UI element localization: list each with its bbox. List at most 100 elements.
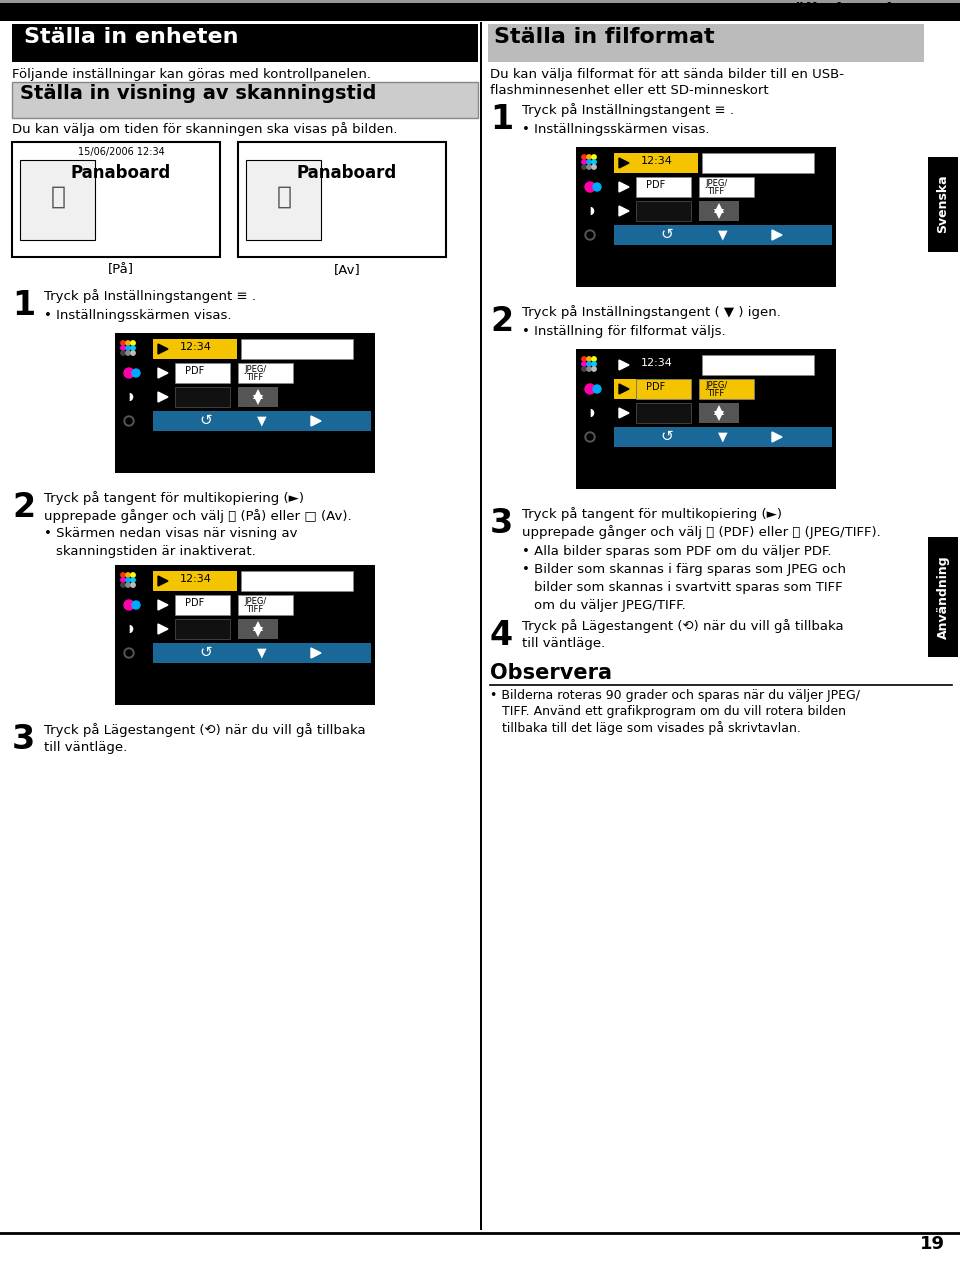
Circle shape bbox=[585, 384, 595, 394]
Circle shape bbox=[121, 573, 125, 577]
Text: 1: 1 bbox=[490, 104, 514, 136]
Polygon shape bbox=[619, 384, 629, 394]
Bar bbox=[702, 355, 814, 375]
Text: JPEG/: JPEG/ bbox=[244, 597, 266, 606]
Text: [Av]: [Av] bbox=[334, 263, 360, 277]
Bar bbox=[175, 595, 230, 615]
Bar bbox=[175, 362, 230, 383]
Text: Svenska: Svenska bbox=[937, 174, 949, 234]
Bar bbox=[241, 571, 353, 591]
Bar bbox=[175, 338, 235, 359]
Circle shape bbox=[582, 164, 587, 169]
Circle shape bbox=[121, 346, 125, 350]
Bar bbox=[175, 386, 230, 407]
Text: upprepade gånger och välj ⎙ (På) eller □ (Av).: upprepade gånger och välj ⎙ (På) eller □… bbox=[44, 509, 351, 523]
Text: om du väljer JPEG/TIFF.: om du väljer JPEG/TIFF. bbox=[534, 599, 685, 613]
Text: Panaboard: Panaboard bbox=[297, 164, 397, 182]
Wedge shape bbox=[124, 624, 129, 634]
Bar bbox=[115, 565, 375, 705]
Text: ▼: ▼ bbox=[718, 229, 728, 241]
Circle shape bbox=[121, 341, 125, 345]
Circle shape bbox=[126, 418, 132, 424]
Bar bbox=[699, 379, 754, 399]
Polygon shape bbox=[619, 158, 629, 168]
Text: TIFF: TIFF bbox=[246, 605, 263, 614]
Circle shape bbox=[591, 366, 596, 371]
Text: TIFF: TIFF bbox=[707, 389, 724, 398]
Circle shape bbox=[126, 650, 132, 655]
Polygon shape bbox=[253, 626, 263, 637]
Polygon shape bbox=[619, 206, 629, 216]
Text: 👤: 👤 bbox=[51, 184, 65, 208]
Circle shape bbox=[585, 182, 595, 192]
Bar bbox=[0, 0, 960, 3]
Text: upprepade gånger och välj ⎙ (PDF) eller ⎙ (JPEG/TIFF).: upprepade gånger och välj ⎙ (PDF) eller … bbox=[522, 525, 880, 539]
Text: 1: 1 bbox=[12, 289, 36, 322]
Circle shape bbox=[121, 582, 125, 587]
Bar bbox=[153, 571, 237, 591]
Text: skanningstiden är inaktiverat.: skanningstiden är inaktiverat. bbox=[56, 546, 255, 558]
Circle shape bbox=[591, 361, 596, 366]
Bar bbox=[12, 24, 478, 62]
Wedge shape bbox=[124, 392, 129, 402]
Text: Tryck på Inställningstangent ≡ .: Tryck på Inställningstangent ≡ . bbox=[44, 289, 256, 303]
Circle shape bbox=[587, 434, 593, 440]
Circle shape bbox=[131, 341, 135, 345]
Text: Ställa in enheten: Ställa in enheten bbox=[772, 3, 945, 20]
Text: • Inställningsskärmen visas.: • Inställningsskärmen visas. bbox=[44, 309, 231, 322]
Bar bbox=[614, 153, 698, 173]
Polygon shape bbox=[158, 576, 168, 586]
Polygon shape bbox=[619, 408, 629, 418]
Circle shape bbox=[121, 351, 125, 355]
Bar bbox=[699, 201, 739, 221]
Bar bbox=[238, 595, 293, 615]
Bar bbox=[0, 3, 960, 21]
Circle shape bbox=[124, 624, 134, 634]
Circle shape bbox=[131, 351, 135, 355]
Circle shape bbox=[126, 582, 131, 587]
Polygon shape bbox=[158, 368, 168, 378]
Bar bbox=[480, 21, 482, 1230]
Polygon shape bbox=[253, 621, 263, 632]
Bar bbox=[12, 141, 220, 256]
Circle shape bbox=[585, 230, 595, 240]
Circle shape bbox=[591, 160, 596, 164]
Text: TIFF. Använd ett grafikprogram om du vill rotera bilden: TIFF. Använd ett grafikprogram om du vil… bbox=[502, 705, 846, 717]
Text: JPEG/: JPEG/ bbox=[705, 381, 728, 390]
Circle shape bbox=[124, 368, 134, 378]
Circle shape bbox=[131, 573, 135, 577]
Circle shape bbox=[582, 361, 587, 366]
Bar bbox=[636, 403, 691, 423]
Polygon shape bbox=[714, 405, 724, 416]
Circle shape bbox=[121, 577, 125, 582]
Circle shape bbox=[582, 160, 587, 164]
Bar bbox=[699, 403, 739, 423]
Polygon shape bbox=[158, 344, 168, 354]
Text: 4: 4 bbox=[490, 619, 514, 652]
Text: 2: 2 bbox=[12, 491, 36, 524]
Bar bbox=[614, 379, 636, 399]
Circle shape bbox=[124, 600, 134, 610]
Text: JPEG/: JPEG/ bbox=[244, 365, 266, 374]
Bar bbox=[576, 147, 836, 287]
Text: Tryck på Inställningstangent ( ▼ ) igen.: Tryck på Inställningstangent ( ▼ ) igen. bbox=[522, 304, 780, 320]
Polygon shape bbox=[772, 230, 782, 240]
Text: • Bilderna roteras 90 grader och sparas när du väljer JPEG/: • Bilderna roteras 90 grader och sparas … bbox=[490, 690, 860, 702]
Circle shape bbox=[593, 183, 601, 191]
Bar bbox=[636, 379, 691, 399]
Bar bbox=[246, 160, 321, 240]
Text: Tryck på Lägestangent (⟲) när du vill gå tillbaka: Tryck på Lägestangent (⟲) när du vill gå… bbox=[522, 619, 844, 633]
Polygon shape bbox=[311, 648, 321, 658]
Polygon shape bbox=[714, 410, 724, 421]
Bar bbox=[928, 157, 958, 253]
Text: Följande inställningar kan göras med kontrollpanelen.: Följande inställningar kan göras med kon… bbox=[12, 68, 371, 81]
Bar bbox=[614, 427, 832, 447]
Circle shape bbox=[131, 577, 135, 582]
Circle shape bbox=[126, 577, 131, 582]
Text: Ställa in filformat: Ställa in filformat bbox=[494, 27, 714, 47]
Bar bbox=[636, 355, 696, 375]
Text: ▼: ▼ bbox=[718, 429, 728, 443]
Polygon shape bbox=[253, 395, 263, 405]
Circle shape bbox=[585, 206, 595, 216]
Circle shape bbox=[132, 369, 140, 376]
